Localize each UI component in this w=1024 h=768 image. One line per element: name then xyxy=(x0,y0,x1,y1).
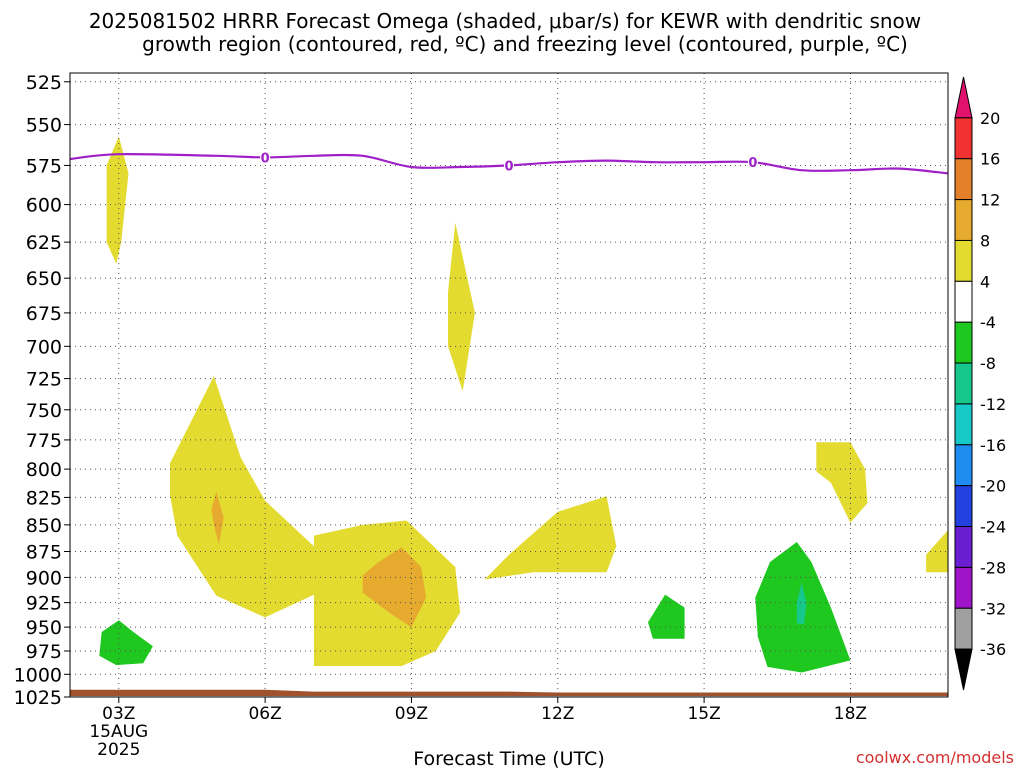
y-tick-label-750: 750 xyxy=(26,400,62,422)
y-tick-label-625: 625 xyxy=(26,232,62,254)
colorbar-label-14: -36 xyxy=(980,640,1006,659)
omega-region-1 xyxy=(106,136,129,264)
terrain-fill xyxy=(70,689,948,697)
colorbar: 20 16 12 8 4 -4 -8 -12 -16 -20 -24 -28 -32 -36 xyxy=(954,76,1006,691)
colorbar-band-13 xyxy=(954,566,973,609)
colorbar-band-14 xyxy=(954,607,973,650)
y-tick-label-1000: 1000 xyxy=(14,664,62,686)
y-tick-label-950: 950 xyxy=(26,617,62,639)
colorbar-label-7: -8 xyxy=(980,354,996,373)
y-tick-label-800: 800 xyxy=(26,459,62,481)
colorbar-label-1: 20 xyxy=(980,109,1000,128)
colorbar-band-8 xyxy=(954,362,973,405)
watermark: coolwx.com/models xyxy=(856,748,1014,767)
x-tick-label-15Z: 15Z xyxy=(687,704,720,724)
colorbar-band-11 xyxy=(954,485,973,528)
freezing-label-bg-1 xyxy=(260,150,271,165)
x-tick-label-03Z: 03Z xyxy=(102,704,135,724)
colorbar-label-11: -24 xyxy=(980,518,1006,537)
freezing-label-bg-3 xyxy=(747,155,758,170)
colorbar-band-1 xyxy=(954,76,973,119)
y-tick-label-725: 725 xyxy=(26,369,62,391)
omega-region-13 xyxy=(796,582,807,625)
y-tick-label-700: 700 xyxy=(26,336,62,358)
colorbar-label-5: 4 xyxy=(980,272,990,291)
y-tick-label-550: 550 xyxy=(26,115,62,137)
freezing-level-label-3: 0 xyxy=(748,156,757,171)
omega-region-8 xyxy=(211,491,224,545)
colorbar-band-9 xyxy=(954,403,973,446)
freezing-level-contour: 0 0 0 xyxy=(69,150,949,175)
omega-region-7 xyxy=(926,530,948,573)
y-tick-label-600: 600 xyxy=(26,195,62,217)
x-tick-year: 2025 xyxy=(97,740,140,760)
colorbar-band-10 xyxy=(954,444,973,487)
y-tick-label-825: 825 xyxy=(26,487,62,509)
y-tick-label-975: 975 xyxy=(26,641,62,663)
colorbar-label-12: -28 xyxy=(980,558,1006,577)
colorbar-band-3 xyxy=(954,158,973,201)
colorbar-band-5 xyxy=(954,239,973,282)
omega-region-5 xyxy=(484,496,617,580)
freezing-level-line xyxy=(69,152,949,175)
title-line-1: 2025081502 HRRR Forecast Omega (shaded, … xyxy=(89,9,921,33)
y-axis: 525 550 575 600 625 650 675 700 725 750 775 800 825 8… xyxy=(14,72,70,709)
y-tick-label-900: 900 xyxy=(26,567,62,589)
colorbar-label-13: -32 xyxy=(980,599,1006,618)
colorbar-band-6 xyxy=(954,280,973,323)
colorbar-band-7 xyxy=(954,321,973,364)
colorbar-label-9: -16 xyxy=(980,436,1006,455)
omega-shading xyxy=(99,136,948,673)
y-tick-label-575: 575 xyxy=(26,155,62,177)
colorbar-label-8: -12 xyxy=(980,395,1006,414)
x-tick-label-12Z: 12Z xyxy=(541,704,574,724)
colorbar-band-4 xyxy=(954,199,973,241)
omega-region-11 xyxy=(648,594,685,639)
colorbar-label-10: -20 xyxy=(980,477,1006,496)
terrain xyxy=(70,689,948,697)
y-tick-label-875: 875 xyxy=(26,542,62,564)
omega-region-9 xyxy=(362,547,427,628)
colorbar-label-3: 12 xyxy=(980,191,1000,210)
x-tick-label-06Z: 06Z xyxy=(248,704,281,724)
colorbar-band-15 xyxy=(954,648,973,691)
omega-region-10 xyxy=(99,620,153,666)
y-tick-label-650: 650 xyxy=(26,268,62,290)
grid-lines xyxy=(70,73,948,697)
plot-frame xyxy=(69,72,949,698)
x-axis-label: Forecast Time (UTC) xyxy=(413,748,604,768)
colorbar-label-6: -4 xyxy=(980,313,996,332)
x-tick-label-18Z: 18Z xyxy=(834,704,867,724)
colorbar-label-4: 8 xyxy=(980,231,990,250)
colorbar-label-2: 16 xyxy=(980,150,1000,169)
freezing-label-bg-2 xyxy=(504,158,514,173)
y-tick-label-775: 775 xyxy=(26,430,62,452)
y-tick-label-850: 850 xyxy=(26,515,62,537)
colorbar-band-12 xyxy=(954,526,973,568)
x-tick-label-09Z: 09Z xyxy=(395,704,428,724)
freezing-level-label-2: 0 xyxy=(504,159,513,174)
omega-region-6 xyxy=(816,442,868,523)
y-tick-label-525: 525 xyxy=(26,72,62,94)
omega-region-3 xyxy=(170,376,317,618)
title-line-2: growth region (contoured, red, ºC) and f… xyxy=(142,32,908,56)
colorbar-band-2 xyxy=(954,117,973,160)
y-tick-label-1025: 1025 xyxy=(14,687,62,709)
y-tick-label-925: 925 xyxy=(26,593,62,615)
y-tick-label-675: 675 xyxy=(26,303,62,325)
omega-region-2 xyxy=(448,222,475,392)
freezing-level-label-1: 0 xyxy=(261,151,270,166)
x-tick-date: 15AUG xyxy=(89,722,148,742)
